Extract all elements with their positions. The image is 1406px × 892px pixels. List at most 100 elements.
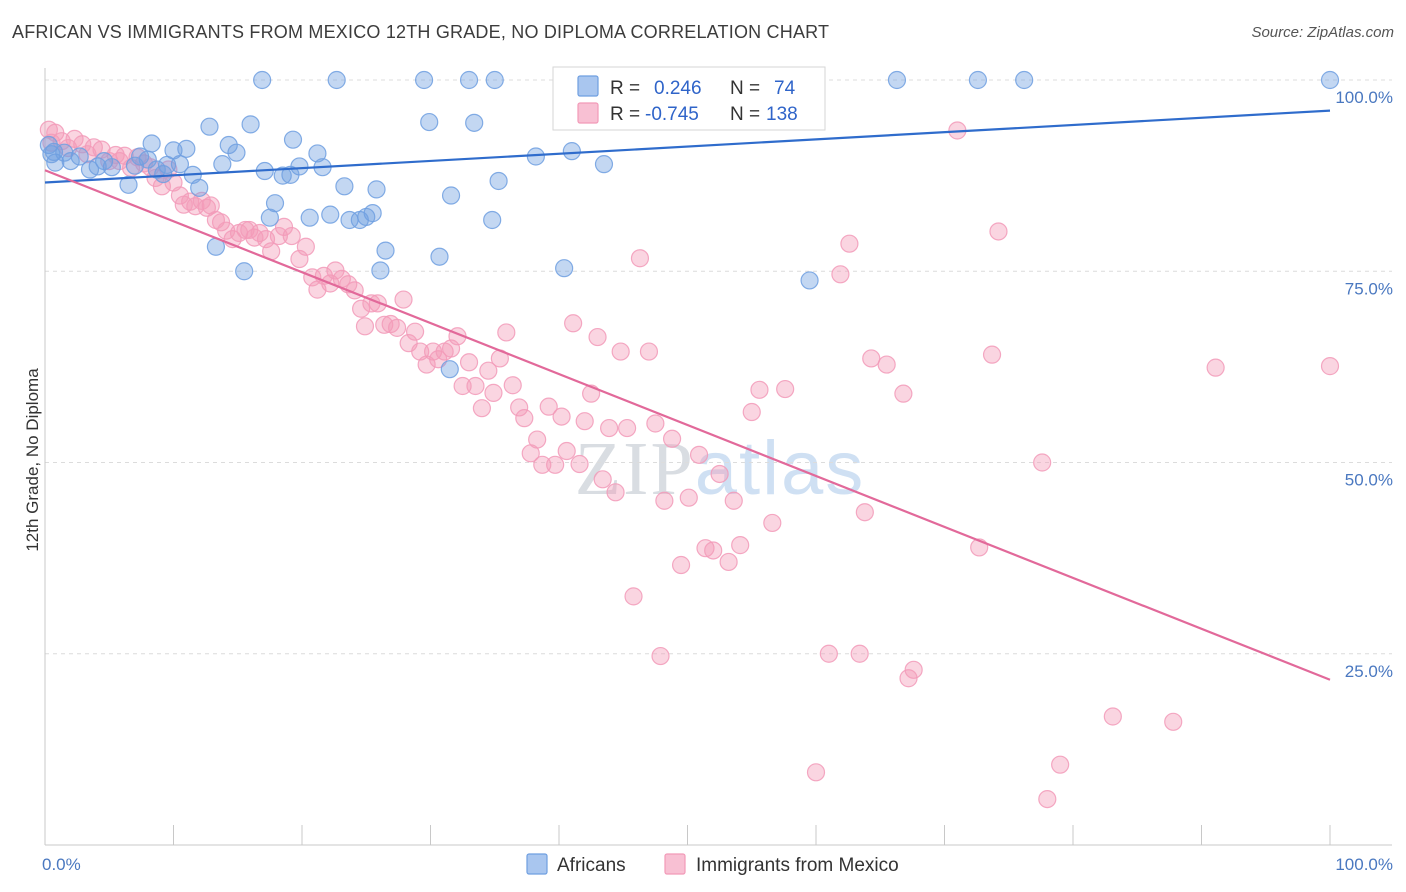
mexico-data-point [510,398,529,417]
mexico-data-point [405,322,425,341]
mexico-data-point [606,483,625,502]
mexico-data-point [671,555,691,575]
mexico-data-point [877,355,896,374]
african-data-point [200,117,219,136]
top-legend: R = 0.246 N = 74 R = -0.745 N = 138 [552,66,826,131]
african-data-point [44,142,64,162]
african-data-point [430,247,449,266]
gridlines: 25.0% 50.0% 75.0% 100.0% [45,79,1393,681]
mexico-data-point [662,429,682,448]
african-data-point [273,166,292,185]
mexico-data-point [742,402,761,422]
african-data-point [335,177,354,196]
african-data-point [154,164,173,184]
african-data-point [371,261,390,280]
african-data-point [441,186,461,205]
mexico-data-point [472,399,491,418]
mexico-data-point [618,418,637,438]
mexico-data-point [282,226,301,246]
african-data-point [440,360,459,379]
african-data-point [235,262,254,281]
mexico-data-point [274,217,294,236]
mexico-data-point [719,552,738,572]
mexico-data-point [1164,712,1183,731]
mexico-data-point [570,454,589,474]
african-data-point [376,241,395,260]
mexico-data-point [484,383,503,402]
mexico-data-point [1206,358,1225,377]
legend-mexico-r-value: -0.745 [645,104,699,125]
african-data-point [70,147,89,166]
mexico-data-point [731,536,750,555]
mexico-data-point [528,430,547,449]
legend-mexico-r-label: R = [610,104,640,125]
african-data-point [290,157,309,176]
mexico-data-point [840,234,859,253]
african-trend-line [44,109,1331,184]
mexico-data-point [352,299,371,318]
mexico-data-point [679,488,698,507]
chart-source: Source: ZipAtlas.com [1251,24,1394,41]
mexico-data-point [982,345,1002,364]
mexico-data-point [624,587,643,606]
african-data-point [420,112,439,132]
mexico-data-point [588,327,607,347]
mexico-data-point [546,455,565,474]
mexico-data-point [855,503,874,522]
mexico-data-point [750,380,769,399]
mexico-data-point [611,342,630,361]
african-data-point [213,155,232,174]
x-tick-label: 0.0% [42,855,81,874]
mexico-data-point [689,445,709,464]
african-data-point [142,134,161,153]
african-data-point [190,178,209,197]
african-data-point [465,113,484,132]
african-data-point [177,139,196,158]
mexico-data-point [904,660,923,679]
legend-swatch-africans [577,75,599,97]
mexico-data-point [387,318,407,337]
mexico-data-point [593,470,612,489]
mexico-data-point [557,441,576,461]
african-data-point [253,70,272,90]
mexico-data-point [479,361,498,380]
african-data-point [227,143,246,162]
african-data-point [483,210,502,230]
african-data-point [147,160,166,179]
mexico-data-point [704,541,723,560]
african-series-points [39,70,1340,379]
mexico-data-point [355,317,375,336]
y-tick-label: 100.0% [1335,88,1393,107]
bottom-legend-africans-label: Africans [557,855,626,876]
mexico-data-point [862,349,881,368]
mexico-data-point [819,644,838,663]
mexico-data-point [269,226,288,246]
mexico-data-point [710,464,729,484]
african-data-point [414,70,434,90]
mexico-data-point [1033,453,1052,472]
african-data-point [485,70,504,90]
axes: 0.0% 100.0% [42,68,1393,874]
african-data-point [459,70,479,90]
african-data-point [283,130,303,149]
mexico-data-point [1051,755,1070,774]
mexico-data-point [655,491,674,510]
african-data-point [800,271,819,290]
y-tick-label: 50.0% [1345,471,1393,490]
african-data-point [363,204,382,223]
mexico-data-point [630,249,650,268]
mexico-data-point [776,379,795,399]
mexico-data-point [600,418,619,438]
mexico-data-point [989,222,1008,241]
mexico-data-point [459,353,479,372]
legend-africans-n-label: N = [730,78,760,99]
bottom-legend-mexico-label: Immigrants from Mexico [696,855,899,876]
african-data-point [327,70,346,90]
mexico-data-point [503,376,522,395]
mexico-data-point [646,414,665,433]
y-axis-title: 12th Grade, No Diploma [23,368,42,552]
african-data-point [170,155,190,174]
mexico-data-point [497,323,516,342]
legend-mexico-n-label: N = [730,104,760,125]
bottom-legend: Africans Immigrants from Mexico [526,853,899,876]
